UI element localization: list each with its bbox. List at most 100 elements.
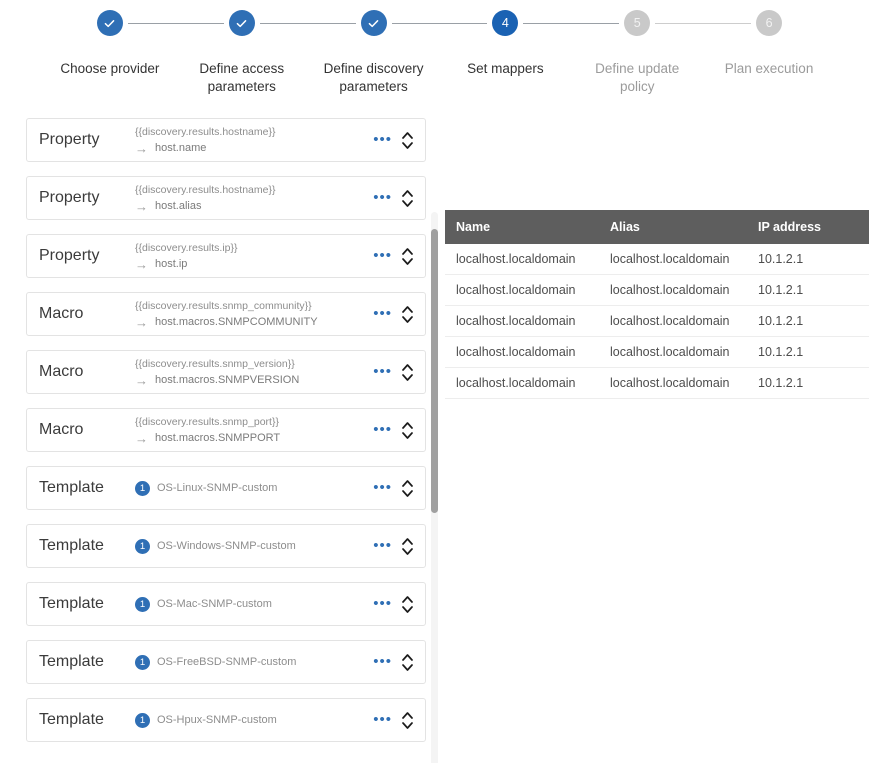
more-options-icon[interactable]: •••: [373, 479, 392, 496]
mapper-list: Property {{discovery.results.hostname}} → h…: [0, 118, 426, 756]
mapper-card[interactable]: Template 1 OS-Hpux-SNMP-custom •••: [26, 698, 426, 742]
mapper-body: 1 OS-Hpux-SNMP-custom: [135, 712, 373, 728]
preview-table-cell: localhost.localdomain: [599, 336, 747, 368]
mapper-type-label: Macro: [39, 363, 84, 380]
reorder-handle-icon[interactable]: [402, 131, 413, 149]
mapper-card-actions: •••: [373, 305, 425, 323]
mapper-card-actions: •••: [373, 653, 425, 671]
mapper-panel: Property {{discovery.results.hostname}} → h…: [0, 118, 441, 763]
preview-table: Name Alias IP address localhost.localdomai…: [445, 210, 869, 399]
mapper-card[interactable]: Property {{discovery.results.hostname}} → h…: [26, 118, 426, 162]
mapper-card[interactable]: Template 1 OS-Windows-SNMP-custom •••: [26, 524, 426, 568]
mapper-card[interactable]: Template 1 OS-FreeBSD-SNMP-custom •••: [26, 640, 426, 684]
mapper-card[interactable]: Property {{discovery.results.ip}} → host.ip…: [26, 234, 426, 278]
mapper-type-label: Template: [39, 537, 104, 554]
mapper-target-field: host.macros.SNMPCOMMUNITY: [155, 315, 318, 328]
more-options-icon[interactable]: •••: [373, 421, 392, 438]
arrow-right-icon: →: [135, 140, 148, 156]
mapper-type-label: Property: [39, 247, 100, 264]
preview-table-row: localhost.localdomain localhost.localdoma…: [445, 336, 869, 368]
preview-table-body: localhost.localdomain localhost.localdoma…: [445, 244, 869, 399]
reorder-handle-icon[interactable]: [402, 537, 413, 555]
stepper-number-4[interactable]: 4: [492, 10, 519, 36]
template-row: 1 OS-Linux-SNMP-custom: [135, 480, 369, 496]
stepper-check-icon-2[interactable]: [228, 10, 255, 36]
stepper-step-3[interactable]: Define discovery parameters: [308, 10, 488, 96]
mapper-target-row: → host.alias: [135, 200, 369, 213]
template-count-badge: 1: [135, 712, 150, 728]
mapper-card[interactable]: Template 1 OS-Mac-SNMP-custom •••: [26, 582, 426, 626]
wizard-content: Property {{discovery.results.hostname}} → h…: [0, 100, 879, 763]
template-name: OS-Windows-SNMP-custom: [157, 540, 296, 552]
template-row: 1 OS-Hpux-SNMP-custom: [135, 712, 369, 728]
stepper-step-1[interactable]: Choose provider: [44, 10, 224, 78]
preview-table-cell: localhost.localdomain: [599, 305, 747, 337]
mapper-source-expression: {{discovery.results.hostname}}: [135, 183, 276, 196]
mapper-target-row: → host.macros.SNMPVERSION: [135, 374, 369, 387]
more-options-icon[interactable]: •••: [373, 305, 392, 322]
mapper-target-row: → host.macros.SNMPCOMMUNITY: [135, 316, 369, 329]
template-row: 1 OS-FreeBSD-SNMP-custom: [135, 654, 369, 670]
stepper-label-6: Plan execution: [724, 61, 814, 76]
reorder-handle-icon[interactable]: [402, 305, 413, 323]
preview-table-row: localhost.localdomain localhost.localdoma…: [445, 274, 869, 306]
stepper-check-icon-1[interactable]: [96, 10, 123, 36]
reorder-handle-icon[interactable]: [402, 189, 413, 207]
preview-table-cell: localhost.localdomain: [445, 274, 599, 306]
mapper-target-field: host.macros.SNMPVERSION: [155, 373, 300, 386]
stepper-step-5: 5 Define update policy: [571, 10, 752, 96]
mapper-card[interactable]: Macro {{discovery.results.snmp_port}} → hos…: [26, 408, 426, 452]
reorder-handle-icon[interactable]: [402, 479, 413, 497]
mapper-scrollbar-thumb[interactable]: [431, 229, 438, 513]
more-options-icon[interactable]: •••: [373, 653, 392, 670]
template-row: 1 OS-Mac-SNMP-custom: [135, 596, 369, 612]
stepper-connector-5: [655, 23, 752, 24]
stepper-label-4: Set mappers: [467, 61, 544, 76]
mapper-type-label: Property: [39, 131, 100, 148]
mapper-target-field: host.ip: [155, 257, 188, 270]
mapper-card[interactable]: Template 1 OS-Linux-SNMP-custom •••: [26, 466, 426, 510]
template-name: OS-Hpux-SNMP-custom: [157, 714, 277, 726]
mapper-source-expression: {{discovery.results.snmp_community}}: [135, 299, 312, 312]
mapper-card-actions: •••: [373, 711, 425, 729]
reorder-handle-icon[interactable]: [402, 421, 413, 439]
more-options-icon[interactable]: •••: [373, 595, 392, 612]
reorder-handle-icon[interactable]: [402, 711, 413, 729]
mapper-target-field: host.macros.SNMPPORT: [155, 431, 281, 444]
reorder-handle-icon[interactable]: [402, 363, 413, 381]
stepper-step-4[interactable]: 4 Set mappers: [439, 10, 620, 78]
template-count-badge: 1: [135, 480, 150, 496]
preview-table-cell: localhost.localdomain: [599, 367, 747, 399]
stepper-step-2[interactable]: Define access parameters: [176, 10, 356, 96]
mapper-card[interactable]: Property {{discovery.results.hostname}} → h…: [26, 176, 426, 220]
preview-table-cell: localhost.localdomain: [445, 367, 599, 399]
template-count-badge: 1: [135, 596, 150, 612]
more-options-icon[interactable]: •••: [373, 711, 392, 728]
reorder-handle-icon[interactable]: [402, 247, 413, 265]
mapper-card-actions: •••: [373, 595, 425, 613]
mapper-target-field: host.alias: [155, 199, 202, 212]
reorder-handle-icon[interactable]: [402, 595, 413, 613]
reorder-handle-icon[interactable]: [402, 653, 413, 671]
mapper-card[interactable]: Macro {{discovery.results.snmp_version}} →…: [26, 350, 426, 394]
mapper-card[interactable]: Macro {{discovery.results.snmp_community}…: [26, 292, 426, 336]
more-options-icon[interactable]: •••: [373, 189, 392, 206]
preview-table-cell: 10.1.2.1: [747, 336, 869, 368]
mapper-target-row: → host.macros.SNMPPORT: [135, 432, 369, 445]
stepper-label-2: Define access parameters: [199, 61, 285, 94]
more-options-icon[interactable]: •••: [373, 247, 392, 264]
preview-table-cell: 10.1.2.1: [747, 274, 869, 306]
mapper-card-actions: •••: [373, 363, 425, 381]
mapper-body: 1 OS-Windows-SNMP-custom: [135, 538, 373, 554]
mapper-card-actions: •••: [373, 537, 425, 555]
more-options-icon[interactable]: •••: [373, 537, 392, 554]
more-options-icon[interactable]: •••: [373, 363, 392, 380]
more-options-icon[interactable]: •••: [373, 131, 392, 148]
mapper-source-expression: {{discovery.results.snmp_port}}: [135, 415, 279, 428]
mapper-body: {{discovery.results.snmp_port}} → host.mac…: [135, 416, 373, 445]
preview-header-row: Name Alias IP address: [445, 210, 869, 244]
mapper-body: {{discovery.results.hostname}} → host.name: [135, 126, 373, 155]
stepper-check-icon-3[interactable]: [360, 10, 387, 36]
mapper-target-row: → host.name: [135, 142, 369, 155]
mapper-type-label: Macro: [39, 305, 84, 322]
